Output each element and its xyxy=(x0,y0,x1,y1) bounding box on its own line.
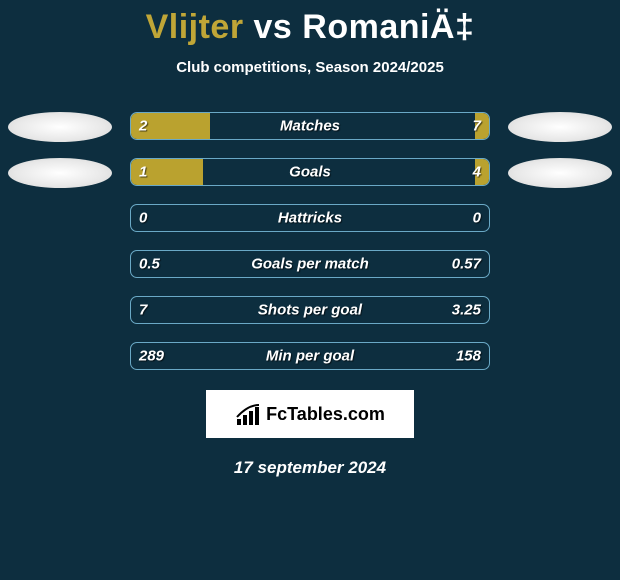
flag-right-icon xyxy=(508,158,612,188)
stat-label: Hattricks xyxy=(278,210,342,227)
stat-row: 0 Hattricks 0 xyxy=(0,204,620,232)
stat-value-right: 0.57 xyxy=(452,256,481,273)
flag-left-icon xyxy=(8,158,112,188)
flag-right-icon xyxy=(508,112,612,142)
stat-bar: 1 Goals 4 xyxy=(130,158,490,186)
player2-name: RomaniÄ‡ xyxy=(302,8,474,46)
stat-label: Matches xyxy=(280,118,340,135)
player1-name: Vlijter xyxy=(146,8,244,46)
stat-bar: 0.5 Goals per match 0.57 xyxy=(130,250,490,278)
stat-value-right: 3.25 xyxy=(452,302,481,319)
comparison-card: Vlijter vs RomaniÄ‡ Club competitions, S… xyxy=(0,0,620,478)
stat-value-right: 4 xyxy=(473,164,481,181)
stat-row: 1 Goals 4 xyxy=(0,158,620,186)
date-label: 17 september 2024 xyxy=(0,458,620,478)
stat-label: Goals xyxy=(289,164,331,181)
stat-label: Goals per match xyxy=(251,256,369,273)
branding-badge[interactable]: FcTables.com xyxy=(206,390,414,438)
page-title: Vlijter vs RomaniÄ‡ xyxy=(0,8,620,47)
stat-value-left: 0 xyxy=(139,210,147,227)
stat-value-left: 2 xyxy=(139,118,147,135)
stat-value-left: 289 xyxy=(139,348,164,365)
stat-label: Shots per goal xyxy=(258,302,362,319)
stat-bar: 289 Min per goal 158 xyxy=(130,342,490,370)
stat-row: 7 Shots per goal 3.25 xyxy=(0,296,620,324)
flag-left-icon xyxy=(8,112,112,142)
stat-bar: 7 Shots per goal 3.25 xyxy=(130,296,490,324)
stat-row: 289 Min per goal 158 xyxy=(0,342,620,370)
stat-value-left: 7 xyxy=(139,302,147,319)
branding-text: FcTables.com xyxy=(266,404,385,425)
stats-block: 2 Matches 7 1 Goals 4 0 Hat xyxy=(0,112,620,370)
stat-value-left: 0.5 xyxy=(139,256,160,273)
stat-row: 0.5 Goals per match 0.57 xyxy=(0,250,620,278)
stat-row: 2 Matches 7 xyxy=(0,112,620,140)
stat-value-left: 1 xyxy=(139,164,147,181)
stat-value-right: 158 xyxy=(456,348,481,365)
subtitle: Club competitions, Season 2024/2025 xyxy=(0,59,620,76)
stat-bar: 0 Hattricks 0 xyxy=(130,204,490,232)
stat-value-right: 0 xyxy=(473,210,481,227)
stat-label: Min per goal xyxy=(266,348,354,365)
stat-bar: 2 Matches 7 xyxy=(130,112,490,140)
fctables-logo-icon xyxy=(235,401,261,427)
vs-separator: vs xyxy=(244,8,303,46)
stat-value-right: 7 xyxy=(473,118,481,135)
